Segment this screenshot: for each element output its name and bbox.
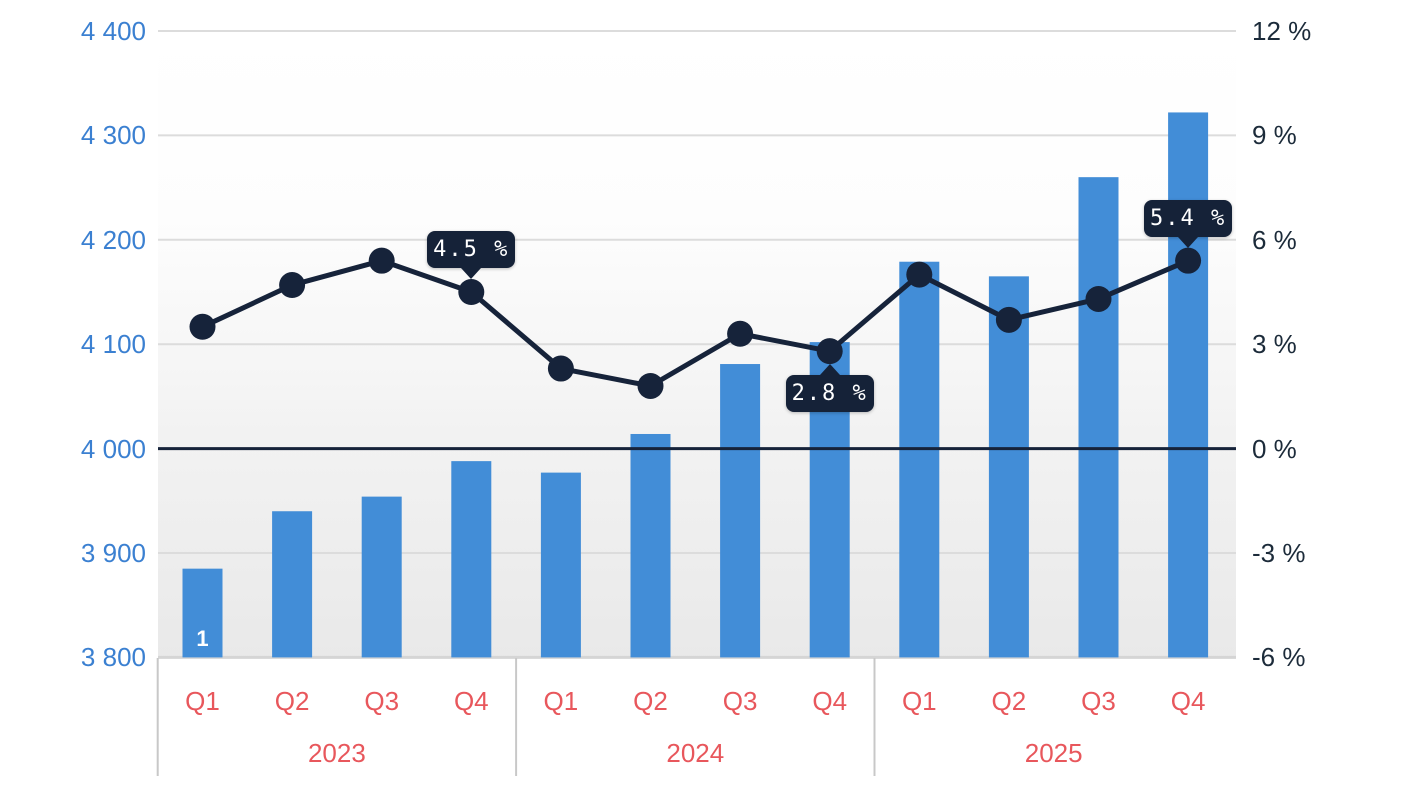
- bar-q4-2025[interactable]: [1168, 112, 1209, 658]
- bar-q4-2023[interactable]: [451, 461, 492, 658]
- bar-q2-2024[interactable]: [630, 433, 671, 658]
- point-q4-2024[interactable]: [816, 338, 843, 365]
- point-q2-2025[interactable]: [995, 306, 1022, 333]
- point-q3-2025[interactable]: [1085, 285, 1112, 312]
- point-q1-2025[interactable]: [906, 261, 933, 288]
- point-q4-2023[interactable]: [458, 279, 485, 305]
- change-percent-line: [200, 258, 1191, 389]
- bar-q2-2025[interactable]: [988, 276, 1029, 658]
- bar-q3-2024[interactable]: [720, 364, 761, 658]
- point-q4-2025[interactable]: [1175, 247, 1202, 274]
- bar-q3-2023[interactable]: [361, 496, 402, 658]
- bar-q1-2025[interactable]: [899, 261, 940, 658]
- point-q1-2024[interactable]: [547, 355, 574, 382]
- point-q3-2024[interactable]: [727, 320, 754, 347]
- point-q2-2024[interactable]: [637, 372, 664, 399]
- bar-q1-2023[interactable]: [182, 568, 223, 658]
- bar-q4-2024[interactable]: [809, 342, 850, 658]
- bar-q2-2023[interactable]: [272, 511, 313, 658]
- point-q2-2023[interactable]: [279, 272, 306, 299]
- bar-q1-2024[interactable]: [540, 472, 581, 658]
- point-q3-2023[interactable]: [368, 247, 395, 274]
- point-q1-2023[interactable]: [189, 313, 216, 340]
- bar-q3-2025[interactable]: [1078, 177, 1119, 658]
